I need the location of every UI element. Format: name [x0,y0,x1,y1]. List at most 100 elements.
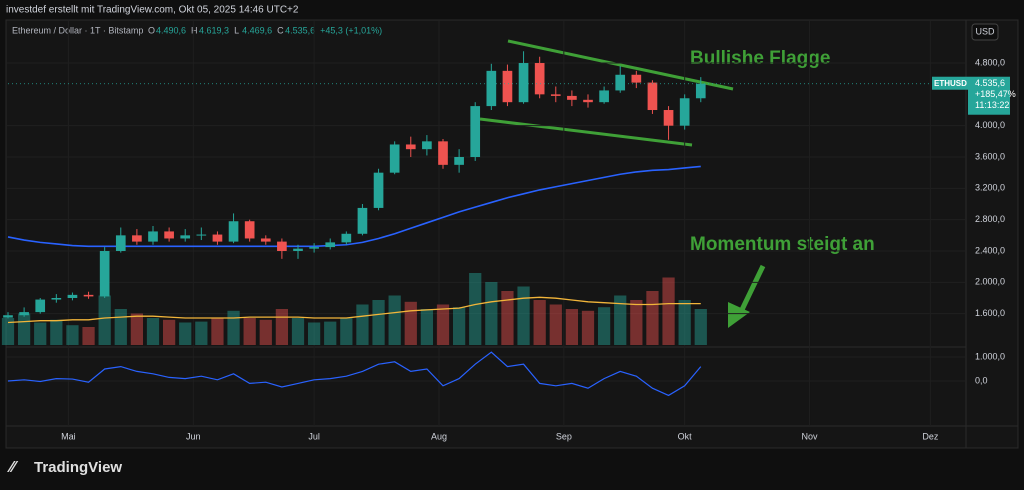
candle-body [615,74,626,91]
volume-bar [211,318,224,345]
y-tick-label: 2.400,0 [975,245,1005,255]
candle-body [631,74,642,83]
volume-bar [259,319,272,345]
price-tag-countdown: 11:13:22 [975,100,1009,110]
candle-body [51,298,62,300]
volume-bar [114,309,127,345]
x-tick-label: Sep [556,431,572,441]
legend-value: 4.535,6 [285,25,315,35]
volume-bar [485,282,498,345]
y-tick-label: 4.800,0 [975,57,1005,67]
candle-body [647,82,658,111]
legend-key: H [191,25,198,35]
volume-bar [82,327,95,345]
y-tick-label: 2.000,0 [975,277,1005,287]
candle-body [260,238,271,242]
legend-key: O [148,25,155,35]
volume-bar [452,307,466,345]
candle-body [164,231,174,239]
y-tick-label: 4.000,0 [975,120,1005,130]
volume-bar [469,273,482,345]
volume-bar [291,318,305,345]
volume-bar [581,310,595,345]
candle-body [438,141,448,165]
candle-body [389,144,400,173]
ticker: ETHUSD [934,79,967,88]
candle-body [115,235,126,252]
branding: TradingView [34,459,122,476]
x-tick-label: Jun [186,431,201,441]
price-tag-price: 4.535,6 [975,78,1005,88]
volume-bar [662,277,675,345]
symbol: Ethereum / Dollar · 1T · Bitstamp [12,25,143,35]
candle-body [695,83,706,99]
legend-key: C [277,25,284,35]
momentum-line [7,351,702,397]
volume-bar [517,286,530,345]
flag-upper-line [507,39,734,91]
candle-body [293,248,303,252]
volume-ma-line [7,296,701,324]
legend-value: 4.619,3 [199,25,229,35]
candle-body [486,70,497,107]
price-tag-change: +185,47% [975,89,1016,99]
x-tick-label: Jul [308,431,320,441]
y-tick-label: 0,0 [975,375,988,385]
candle-body [567,95,577,100]
volume-bar [98,295,111,345]
y-tick-label: 1.000,0 [975,351,1005,361]
volume-bar [420,309,434,345]
volume-bar [195,321,208,345]
volume-bar [614,295,627,345]
candle-body [35,299,46,313]
volume-bar [17,313,31,345]
candle-body [228,221,239,242]
candle-body [357,207,368,234]
candle-body [325,242,336,248]
candle-body [518,63,529,103]
volume-bar [130,313,144,345]
volume-bar [324,321,337,345]
x-tick-label: Aug [431,431,447,441]
x-tick-label: Dez [922,431,939,441]
candle-body [470,106,481,158]
currency-box [971,23,999,41]
candle-body [422,141,432,150]
candle-body [196,234,207,236]
volume-bar [565,309,579,345]
candle-body [679,98,690,126]
candle-body [599,90,609,103]
volume-bar [227,310,240,345]
candle-body [502,70,513,103]
volume-bar [630,300,643,345]
candle-body [454,157,464,165]
candle-body [148,231,158,242]
volume-bar [34,322,47,345]
volume-bar [372,300,385,345]
candle-body [550,94,561,96]
volume-bar [307,322,321,345]
candle-body [67,294,78,299]
candle-body [309,247,319,249]
candle-body [583,99,593,103]
volume-bar [436,304,450,345]
legend-key: L [234,25,239,35]
price-tag [968,76,1010,115]
y-tick-label: 3.600,0 [975,151,1005,161]
candle-body [99,251,110,297]
candle-body [83,294,94,297]
volume-bar [646,291,659,345]
volume-bar [162,319,176,345]
volume-bar [340,318,353,345]
volume-bar [597,307,611,345]
logo-mark: ⁄⁄ [7,459,19,476]
y-tick-label: 1.600,0 [975,308,1005,318]
candle-body [373,172,384,208]
candle-body [277,241,287,252]
legend-value: 4.490,6 [156,25,186,35]
arrow-head [728,302,750,328]
ticker-tag [932,76,968,90]
volume-bar [146,318,160,345]
